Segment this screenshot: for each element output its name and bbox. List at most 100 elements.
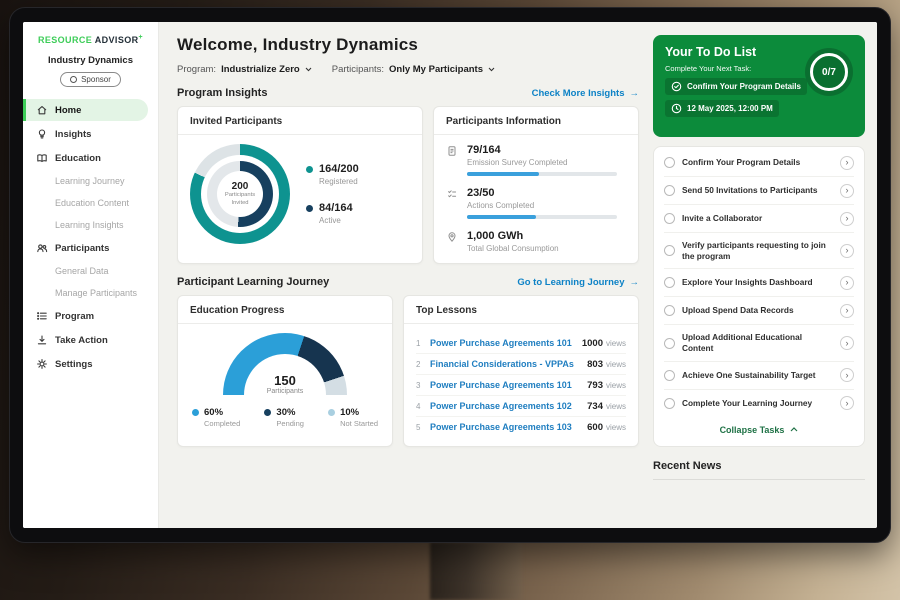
gear-icon xyxy=(36,358,48,370)
divider xyxy=(178,134,422,135)
take-action-icon xyxy=(36,334,48,346)
filters-row: Program: Industrialize Zero Participants… xyxy=(177,64,639,75)
task-row-explore-insights[interactable]: Explore Your Insights Dashboard › xyxy=(664,269,854,298)
sidebar-item-manage-participants[interactable]: Manage Participants xyxy=(23,283,158,303)
chevron-right-icon[interactable]: › xyxy=(840,183,854,198)
lesson-link[interactable]: Power Purchase Agreements 101 xyxy=(430,380,572,390)
chevron-up-icon xyxy=(790,427,798,432)
sidebar-item-settings[interactable]: Settings xyxy=(23,353,158,375)
chevron-right-icon[interactable]: › xyxy=(840,336,854,351)
check-more-insights-link[interactable]: Check More Insights → xyxy=(532,88,639,99)
lesson-views-unit: views xyxy=(605,380,626,390)
task-label: Send 50 Invitations to Participants xyxy=(682,184,818,195)
pending-label: Pending xyxy=(276,419,304,428)
go-to-learning-journey-link[interactable]: Go to Learning Journey → xyxy=(517,277,639,288)
task-row-complete-learning-journey[interactable]: Complete Your Learning Journey › xyxy=(664,390,854,417)
todo-progress-value: 0/7 xyxy=(822,66,836,78)
lesson-rank: 5 xyxy=(416,422,421,432)
next-task-datetime: 12 May 2025, 12:00 PM xyxy=(687,104,773,113)
sidebar-item-label: Learning Journey xyxy=(55,176,125,186)
task-checkbox[interactable] xyxy=(664,397,675,409)
lesson-views: 600 xyxy=(587,421,603,433)
next-task-chip[interactable]: Confirm Your Program Details xyxy=(665,78,807,95)
sidebar-item-insights[interactable]: Insights xyxy=(23,123,158,145)
registered-label: Registered xyxy=(319,177,358,186)
sidebar-item-general-data[interactable]: General Data xyxy=(23,261,158,281)
brand-part-2: ADVISOR xyxy=(94,35,139,45)
legend-item-completed: 60% Completed xyxy=(192,407,240,428)
not-started-pct: 10% xyxy=(340,407,360,418)
sidebar-item-participants[interactable]: Participants xyxy=(23,237,158,259)
task-label: Verify participants requesting to join t… xyxy=(682,239,826,261)
sidebar-item-learning-insights[interactable]: Learning Insights xyxy=(23,215,158,235)
sidebar-item-learning-journey[interactable]: Learning Journey xyxy=(23,171,158,191)
lightbulb-icon xyxy=(36,128,48,140)
todo-title: Your To Do List xyxy=(665,45,757,59)
card-title: Invited Participants xyxy=(190,116,283,127)
info-row-consumption: 1,000 GWh Total Global Consumption xyxy=(446,230,626,253)
lesson-views-unit: views xyxy=(605,359,626,369)
task-row-upload-educational-content[interactable]: Upload Additional Educational Content › xyxy=(664,325,854,362)
insights-cards-row: Invited Participants 200 Participants In… xyxy=(177,106,639,264)
collapse-tasks-button[interactable]: Collapse Tasks xyxy=(664,417,854,444)
chevron-right-icon[interactable]: › xyxy=(840,211,854,226)
home-icon xyxy=(36,104,48,116)
lesson-link[interactable]: Power Purchase Agreements 102 xyxy=(430,401,572,411)
sidebar-item-take-action[interactable]: Take Action xyxy=(23,329,158,351)
chevron-right-icon[interactable]: › xyxy=(840,303,854,318)
task-row-invite-collaborator[interactable]: Invite a Collaborator › xyxy=(664,205,854,233)
chevron-right-icon[interactable]: › xyxy=(840,243,854,258)
lesson-link[interactable]: Power Purchase Agreements 101 xyxy=(430,338,572,348)
sidebar-item-program[interactable]: Program xyxy=(23,305,158,327)
task-row-upload-spend-data[interactable]: Upload Spend Data Records › xyxy=(664,297,854,326)
list-icon xyxy=(36,310,48,322)
participants-filter[interactable]: Participants: Only My Participants xyxy=(332,64,495,75)
task-row-send-invitations[interactable]: Send 50 Invitations to Participants › xyxy=(664,177,854,205)
sidebar-item-label: Insights xyxy=(55,128,92,140)
task-checkbox[interactable] xyxy=(664,369,675,381)
org-name: Industry Dynamics xyxy=(48,55,133,66)
task-checkbox[interactable] xyxy=(664,185,675,196)
sidebar-item-education[interactable]: Education xyxy=(23,147,158,169)
chevron-right-icon[interactable]: › xyxy=(840,275,854,290)
task-checkbox[interactable] xyxy=(664,157,675,168)
task-checkbox[interactable] xyxy=(664,337,675,349)
completed-dot-icon xyxy=(192,409,199,416)
card-title: Education Progress xyxy=(190,305,285,316)
task-checkbox[interactable] xyxy=(664,245,675,257)
task-checkbox[interactable] xyxy=(664,277,675,289)
sidebar-item-home[interactable]: Home xyxy=(23,99,148,121)
task-checkbox[interactable] xyxy=(664,305,675,317)
next-task-datetime-chip: 12 May 2025, 12:00 PM xyxy=(665,100,779,117)
task-label: Explore Your Insights Dashboard xyxy=(682,277,813,288)
donut-center-label: Participants Invited xyxy=(224,191,256,206)
program-insights-header: Program Insights Check More Insights → xyxy=(177,87,639,99)
survey-value: 79/164 xyxy=(467,144,501,156)
survey-label: Emission Survey Completed xyxy=(467,158,568,167)
lesson-row: 1 Power Purchase Agreements 101 1000 vie… xyxy=(416,333,626,354)
chevron-right-icon[interactable]: › xyxy=(840,396,854,411)
monitor-stand xyxy=(430,542,522,600)
lesson-link[interactable]: Financial Considerations - VPPAs xyxy=(430,359,574,369)
education-gauge-chart: 150 Participants xyxy=(223,333,347,395)
lesson-link[interactable]: Power Purchase Agreements 103 xyxy=(430,422,572,432)
people-icon xyxy=(36,242,48,254)
task-row-confirm-program[interactable]: Confirm Your Program Details › xyxy=(664,149,854,177)
lesson-views: 734 xyxy=(587,400,603,412)
participants-information-card: Participants Information 79/164 Emission… xyxy=(433,106,639,264)
chevron-right-icon[interactable]: › xyxy=(840,155,854,170)
link-label: Check More Insights xyxy=(531,87,625,99)
lesson-rank: 2 xyxy=(416,359,421,369)
sidebar-item-label: Program xyxy=(55,310,95,322)
task-checkbox[interactable] xyxy=(664,213,675,224)
actions-value: 23/50 xyxy=(467,187,495,199)
program-filter[interactable]: Program: Industrialize Zero xyxy=(177,64,312,75)
chevron-right-icon[interactable]: › xyxy=(840,368,854,383)
brand-plus: + xyxy=(138,34,144,41)
learning-journey-header: Participant Learning Journey Go to Learn… xyxy=(177,276,639,288)
sidebar-item-education-content[interactable]: Education Content xyxy=(23,193,158,213)
task-row-achieve-target[interactable]: Achieve One Sustainability Target › xyxy=(664,362,854,390)
task-row-verify-participants[interactable]: Verify participants requesting to join t… xyxy=(664,233,854,270)
survey-icon xyxy=(446,144,459,176)
invited-donut-chart: 200 Participants Invited xyxy=(190,144,290,244)
